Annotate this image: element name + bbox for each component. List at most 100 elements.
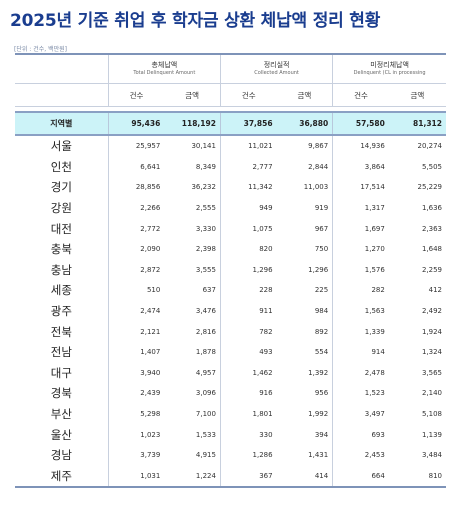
sub-header-count: 건수 bbox=[107, 83, 165, 107]
unit-note: [단위 : 건수, 백만원] bbox=[14, 46, 67, 53]
count-cell: 28,856 bbox=[107, 177, 165, 198]
group-header-total: 총체납액 Total Delinquent Amount bbox=[107, 55, 221, 84]
amount-cell: 1,924 bbox=[421, 327, 442, 336]
count-cell: 1,317 bbox=[332, 197, 389, 219]
amount-cell: 637 bbox=[202, 286, 216, 295]
amount-cell: 2,492 bbox=[421, 307, 442, 316]
count-cell: 3,864 bbox=[332, 156, 389, 178]
sub-header-amount: 금액 bbox=[276, 83, 333, 107]
count-cell: 3,940 bbox=[107, 362, 165, 384]
amount-cell: 25,229 bbox=[417, 183, 443, 192]
region-name: 인천 bbox=[50, 159, 72, 174]
amount-cell: 225 bbox=[314, 286, 329, 295]
region-name: 전남 bbox=[50, 345, 72, 360]
page-title: 2025년 기준 취업 후 학자금 상환 체납액 정리 현황 bbox=[10, 11, 381, 31]
amount-cell: 2,363 bbox=[421, 224, 442, 233]
region-name: 충남 bbox=[50, 262, 72, 277]
count-cell: 664 bbox=[332, 465, 389, 487]
amount-cell: 1,392 bbox=[308, 368, 329, 377]
table-row: 경기 28,856 36,232 11,342 11,003 17,514 25,229 bbox=[15, 177, 446, 198]
total-cell: 95,436 bbox=[107, 112, 165, 136]
amount-cell: 984 bbox=[314, 307, 329, 316]
group-header-label: 정리실적 bbox=[263, 61, 290, 69]
count-cell: 11,021 bbox=[219, 135, 277, 157]
amount-cell: 2,140 bbox=[421, 389, 442, 398]
count-cell: 3,497 bbox=[332, 403, 389, 425]
count-cell: 1,075 bbox=[219, 218, 277, 239]
count-cell: 367 bbox=[219, 465, 277, 487]
region-name: 대전 bbox=[50, 221, 72, 236]
amount-cell: 8,349 bbox=[195, 162, 216, 171]
amount-cell: 3,555 bbox=[195, 265, 216, 274]
header-spacer bbox=[15, 106, 446, 113]
table-row: 경북 2,439 3,096 916 956 1,523 2,140 bbox=[15, 383, 446, 404]
group-header-collected: 정리실적 Collected Amount bbox=[219, 55, 333, 84]
sub-header-amount: 금액 bbox=[388, 83, 446, 107]
count-cell: 1,407 bbox=[107, 341, 165, 363]
amount-cell: 1,431 bbox=[308, 451, 329, 460]
group-header-english: Delinquent (CL in processing bbox=[353, 70, 426, 76]
amount-cell: 1,324 bbox=[421, 348, 442, 357]
count-cell: 1,023 bbox=[107, 424, 165, 445]
amount-cell: 1,878 bbox=[195, 348, 216, 357]
amount-cell: 1,648 bbox=[421, 245, 442, 254]
region-name: 경북 bbox=[50, 386, 72, 401]
region-name: 부산 bbox=[50, 407, 72, 422]
sub-header-count: 건수 bbox=[332, 83, 389, 107]
count-cell: 1,523 bbox=[332, 383, 389, 404]
sub-header-amount: 금액 bbox=[164, 83, 221, 107]
count-cell: 2,872 bbox=[107, 259, 165, 281]
region-name: 광주 bbox=[50, 304, 72, 319]
region-name: 서울 bbox=[50, 139, 72, 154]
table-row: 대구 3,940 4,957 1,462 1,392 2,478 3,565 bbox=[15, 362, 446, 384]
amount-cell: 3,565 bbox=[421, 368, 442, 377]
amount-cell: 7,100 bbox=[195, 410, 216, 419]
total-cell: 36,880 bbox=[276, 112, 333, 136]
group-header-english: Total Delinquent Amount bbox=[133, 70, 196, 76]
table-row: 강원 2,266 2,555 949 919 1,317 1,636 bbox=[15, 197, 446, 219]
count-cell: 493 bbox=[219, 341, 277, 363]
amount-cell: 2,398 bbox=[195, 245, 216, 254]
amount-cell: 3,484 bbox=[421, 451, 442, 460]
table-row: 울산 1,023 1,533 330 394 693 1,139 bbox=[15, 424, 446, 445]
count-cell: 1,697 bbox=[332, 218, 389, 239]
amount-cell: 1,224 bbox=[195, 471, 216, 480]
count-cell: 1,296 bbox=[219, 259, 277, 281]
amount-cell: 1,296 bbox=[308, 265, 329, 274]
count-cell: 510 bbox=[107, 280, 165, 301]
count-cell: 282 bbox=[332, 280, 389, 301]
table-top-rule bbox=[15, 53, 446, 55]
amount-cell: 1,636 bbox=[421, 204, 442, 213]
count-cell: 6,641 bbox=[107, 156, 165, 178]
amount-cell: 3,330 bbox=[195, 224, 216, 233]
table-row: 광주 2,474 3,476 911 984 1,563 2,492 bbox=[15, 300, 446, 322]
amount-cell: 11,003 bbox=[303, 183, 329, 192]
table-bottom-rule bbox=[15, 486, 446, 489]
count-cell: 2,121 bbox=[107, 321, 165, 342]
count-cell: 2,777 bbox=[219, 156, 277, 178]
count-cell: 14,936 bbox=[332, 135, 389, 157]
amount-cell: 810 bbox=[428, 471, 442, 480]
region-name: 전북 bbox=[50, 324, 72, 339]
amount-cell: 3,476 bbox=[195, 307, 216, 316]
count-cell: 2,090 bbox=[107, 238, 165, 260]
amount-cell: 1,139 bbox=[421, 430, 442, 439]
count-cell: 1,270 bbox=[332, 238, 389, 260]
amount-cell: 36,232 bbox=[191, 183, 216, 192]
region-name: 울산 bbox=[50, 427, 72, 442]
table-row: 제주 1,031 1,224 367 414 664 810 bbox=[15, 465, 446, 487]
amount-cell: 30,141 bbox=[191, 142, 216, 151]
count-cell: 330 bbox=[219, 424, 277, 445]
count-cell: 2,453 bbox=[332, 444, 389, 466]
amount-cell: 2,555 bbox=[195, 204, 216, 213]
amount-cell: 554 bbox=[314, 348, 329, 357]
amount-cell: 967 bbox=[314, 224, 329, 233]
count-cell: 782 bbox=[219, 321, 277, 342]
count-cell: 2,772 bbox=[107, 218, 165, 239]
count-cell: 2,266 bbox=[107, 197, 165, 219]
group-header-label: 총체납액 bbox=[151, 61, 178, 69]
table-row: 충남 2,872 3,555 1,296 1,296 1,576 2,259 bbox=[15, 259, 446, 281]
total-cell: 81,312 bbox=[388, 112, 446, 136]
count-cell: 1,286 bbox=[219, 444, 277, 466]
sub-header-count: 건수 bbox=[219, 83, 277, 107]
